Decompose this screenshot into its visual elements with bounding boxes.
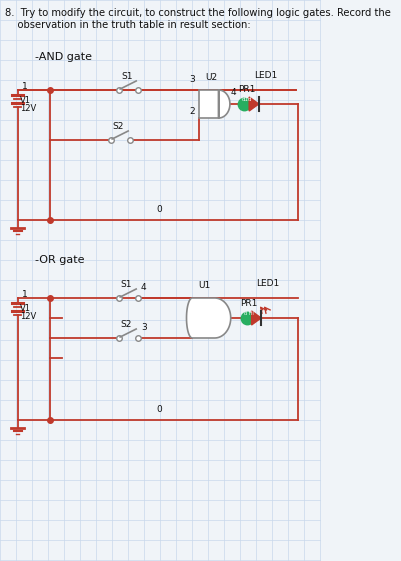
Polygon shape — [186, 298, 231, 338]
Text: 8.  Try to modify the circuit, to construct the following logic gates. Record th: 8. Try to modify the circuit, to constru… — [5, 8, 391, 18]
Text: 2: 2 — [189, 107, 195, 116]
Text: S1: S1 — [122, 72, 133, 81]
Text: 0: 0 — [156, 405, 162, 414]
Text: S2: S2 — [112, 122, 124, 131]
Text: -OR gate: -OR gate — [35, 255, 85, 265]
Polygon shape — [249, 97, 259, 111]
Polygon shape — [219, 90, 230, 118]
Text: 3: 3 — [141, 323, 147, 332]
Text: d1d: d1d — [242, 97, 253, 102]
Text: 4: 4 — [141, 283, 147, 292]
Text: U2: U2 — [205, 73, 217, 82]
Text: PR1: PR1 — [240, 299, 258, 308]
Text: V1: V1 — [20, 96, 31, 105]
Text: 1: 1 — [22, 82, 28, 91]
Text: observation in the truth table in result section:: observation in the truth table in result… — [5, 20, 251, 30]
Text: 12V: 12V — [20, 312, 36, 321]
Text: 4: 4 — [231, 88, 236, 97]
Text: LED1: LED1 — [254, 71, 277, 80]
Text: 12V: 12V — [20, 104, 36, 113]
Text: LED1: LED1 — [256, 279, 279, 288]
Text: V1: V1 — [20, 304, 31, 313]
Bar — [198, 90, 219, 118]
Text: 0: 0 — [156, 205, 162, 214]
Text: 3: 3 — [189, 75, 195, 84]
Polygon shape — [251, 311, 261, 325]
Text: PR1: PR1 — [238, 85, 255, 94]
Text: d Hi: d Hi — [244, 311, 254, 316]
Text: S2: S2 — [120, 320, 132, 329]
Text: -AND gate: -AND gate — [35, 52, 92, 62]
Text: S1: S1 — [120, 280, 132, 289]
Text: 1: 1 — [22, 290, 28, 299]
Text: U1: U1 — [198, 281, 211, 290]
